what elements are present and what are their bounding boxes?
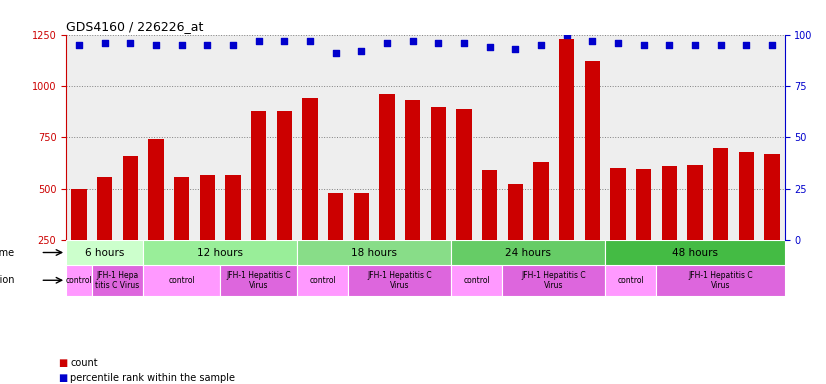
Bar [605,265,657,296]
Text: 24 hours: 24 hours [505,248,551,258]
Text: JFH-1 Hepatitis C
Virus: JFH-1 Hepatitis C Virus [368,271,432,290]
Bar [482,170,497,291]
Point [124,40,137,46]
Bar [764,154,780,291]
Bar [533,162,548,291]
Bar [662,166,676,291]
Bar [610,168,625,291]
Point [714,42,727,48]
Bar [71,189,87,291]
Text: JFH-1 Hepa
titis C Virus: JFH-1 Hepa titis C Virus [95,271,140,290]
Text: count: count [70,358,97,368]
Text: time: time [0,248,15,258]
Bar [143,265,220,296]
Text: 6 hours: 6 hours [85,248,124,258]
Point [509,46,522,52]
Point [765,42,778,48]
Bar [302,98,317,291]
Bar [354,193,369,291]
Point [611,40,624,46]
Bar [220,265,297,296]
Text: control: control [463,276,490,285]
Bar [405,100,420,291]
Bar [738,152,754,291]
Point [688,42,701,48]
Point [458,40,471,46]
Text: 18 hours: 18 hours [351,248,397,258]
Text: 12 hours: 12 hours [197,248,243,258]
Bar [251,111,266,291]
Bar [277,111,292,291]
Bar [122,156,138,291]
Bar [297,240,451,265]
Point [432,40,445,46]
Text: ■: ■ [58,373,67,383]
Text: control: control [65,276,93,285]
Point [586,38,599,44]
Bar [430,106,446,291]
Point [226,42,240,48]
Bar [687,165,703,291]
Bar [451,240,605,265]
Point [483,44,496,50]
Point [98,40,112,46]
Point [739,42,752,48]
Text: control: control [169,276,195,285]
Point [406,38,419,44]
Point [662,42,676,48]
Text: GDS4160 / 226226_at: GDS4160 / 226226_at [66,20,203,33]
Bar [92,265,143,296]
Text: infection: infection [0,275,15,285]
Bar [200,175,215,291]
Bar [559,39,574,291]
Bar [148,139,164,291]
Point [637,42,650,48]
Point [560,31,573,38]
Point [278,38,291,44]
Bar [297,265,349,296]
Text: JFH-1 Hepatitis C
Virus: JFH-1 Hepatitis C Virus [688,271,752,290]
Text: JFH-1 Hepatitis C
Virus: JFH-1 Hepatitis C Virus [521,271,586,290]
Point [73,42,86,48]
Bar [349,265,451,296]
Bar [456,109,472,291]
Text: control: control [310,276,336,285]
Point [303,38,316,44]
Bar [451,265,502,296]
Point [201,42,214,48]
Bar [585,61,600,291]
Text: control: control [617,276,644,285]
Point [380,40,393,46]
Bar [502,265,605,296]
Bar [66,240,143,265]
Bar [605,240,785,265]
Bar [143,240,297,265]
Bar [66,265,92,296]
Bar [636,169,651,291]
Point [175,42,188,48]
Bar [657,265,785,296]
Point [329,50,342,56]
Point [150,42,163,48]
Bar [328,193,344,291]
Text: percentile rank within the sample: percentile rank within the sample [70,373,235,383]
Text: 48 hours: 48 hours [672,248,718,258]
Point [534,42,548,48]
Point [354,48,368,54]
Point [252,38,265,44]
Text: ■: ■ [58,358,67,368]
Bar [173,177,189,291]
Text: JFH-1 Hepatitis C
Virus: JFH-1 Hepatitis C Virus [226,271,291,290]
Bar [507,184,523,291]
Bar [713,147,729,291]
Bar [379,94,395,291]
Bar [97,177,112,291]
Bar [225,175,240,291]
